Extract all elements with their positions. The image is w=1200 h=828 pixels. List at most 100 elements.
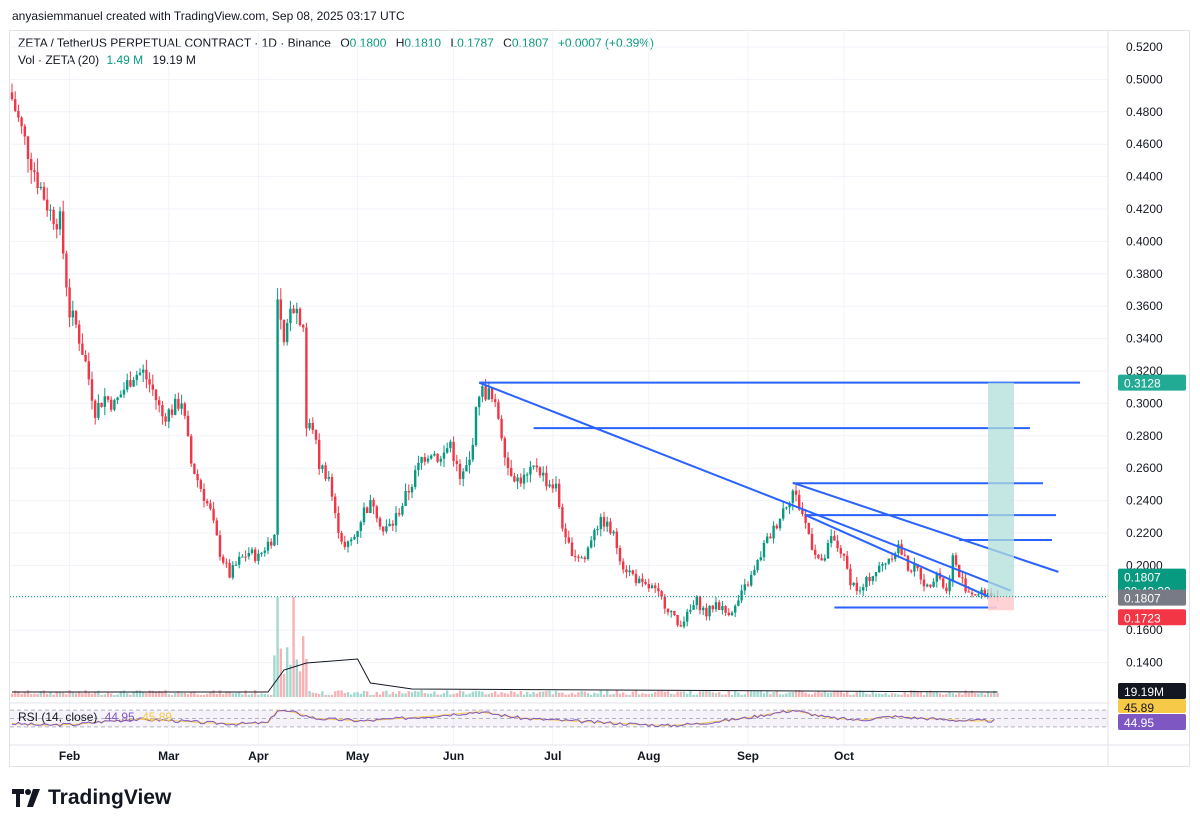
candle-body xyxy=(980,589,983,595)
volume-bar xyxy=(775,690,778,697)
volume-bar xyxy=(385,690,388,697)
candle-body xyxy=(977,594,980,596)
candle-body xyxy=(55,224,58,230)
volume-bar xyxy=(551,694,554,697)
candle-body xyxy=(734,605,737,613)
candle-body xyxy=(625,569,628,573)
volume-bar xyxy=(241,694,244,697)
volume-bar xyxy=(94,691,97,697)
volume-bar xyxy=(993,690,996,697)
candle-body xyxy=(337,513,340,533)
candle-body xyxy=(519,477,522,484)
volume-bar xyxy=(458,690,462,697)
volume-label[interactable]: Vol · ZETA (20) xyxy=(18,53,100,67)
candle-body xyxy=(193,463,196,474)
candle-body xyxy=(183,403,186,416)
candle-body xyxy=(394,513,398,526)
volume-bar xyxy=(186,694,190,697)
candle-body xyxy=(538,467,542,476)
volume-bar xyxy=(849,694,852,697)
candle-body xyxy=(942,578,945,588)
volume-bar xyxy=(846,691,849,697)
candle-body xyxy=(590,540,593,548)
volume-bar xyxy=(302,636,305,697)
candle-body xyxy=(206,500,209,504)
volume-bar xyxy=(676,691,679,697)
volume-bar xyxy=(372,694,375,697)
candle-body xyxy=(154,389,158,401)
volume-bar xyxy=(455,693,458,697)
candle-body xyxy=(295,308,298,314)
candle-body xyxy=(279,299,282,320)
volume-bar xyxy=(311,692,314,697)
candle-body xyxy=(311,423,314,431)
volume-bar xyxy=(481,691,484,697)
candle-body xyxy=(762,542,766,558)
volume-bar xyxy=(740,694,743,697)
volume-bar xyxy=(894,693,897,697)
volume-bar xyxy=(298,671,302,697)
candle-body xyxy=(382,526,385,532)
candle-body xyxy=(897,544,900,554)
x-tick-label: Jul xyxy=(544,749,561,763)
candle-body xyxy=(135,374,138,380)
candle-body xyxy=(180,403,183,409)
candle-body xyxy=(922,579,926,587)
candle-body xyxy=(212,508,215,521)
candle-body xyxy=(222,556,225,563)
volume-bar xyxy=(698,691,702,697)
volume-bar xyxy=(887,694,890,697)
candle-body xyxy=(529,466,532,475)
candle-body xyxy=(426,458,430,462)
volume-bar xyxy=(673,694,676,697)
brand-name: TradingView xyxy=(48,786,172,809)
candle-body xyxy=(138,372,142,375)
badge-volume xyxy=(1118,683,1186,699)
volume-bar xyxy=(282,673,286,697)
candle-body xyxy=(692,605,695,610)
candle-body xyxy=(554,483,558,489)
volume-bar xyxy=(865,693,868,697)
candle-body xyxy=(609,521,612,534)
candle-body xyxy=(654,585,657,589)
candle-body xyxy=(94,400,97,418)
volume-bar xyxy=(958,692,961,697)
candle-body xyxy=(545,472,548,487)
candle-body xyxy=(97,402,100,418)
volume-bar xyxy=(23,692,26,697)
volume-bar xyxy=(87,692,90,697)
candle-body xyxy=(945,587,948,592)
y-tick-label: 0.5000 xyxy=(1126,72,1163,86)
volume-bar xyxy=(826,692,830,697)
badge-stop xyxy=(1118,609,1186,626)
candle-body xyxy=(666,608,670,613)
volume-bar xyxy=(468,693,471,697)
candle-body xyxy=(926,584,929,587)
candle-body xyxy=(935,572,938,582)
tradingview-logo[interactable]: TradingView xyxy=(12,786,171,810)
badge-rsi-ma-text: 45.89 xyxy=(1124,701,1154,715)
candle-body xyxy=(372,499,375,507)
volume-bar xyxy=(622,692,625,697)
candle-body xyxy=(878,565,881,573)
candle-body xyxy=(558,483,561,508)
volume-bar xyxy=(244,690,247,697)
candle-body xyxy=(52,209,55,225)
volume-bar xyxy=(599,690,602,697)
volume-bar xyxy=(404,693,407,697)
candle-body xyxy=(20,117,23,127)
rsi-legend[interactable]: RSI (14, close) 44.95 45.89 xyxy=(18,710,172,724)
candle-body xyxy=(132,379,135,387)
volume-bar xyxy=(206,693,209,697)
volume-bar xyxy=(855,691,858,697)
candle-body xyxy=(750,574,753,586)
candle-body xyxy=(350,539,353,542)
volume-bar xyxy=(628,694,631,697)
candle-body xyxy=(398,513,401,515)
candle-body xyxy=(497,402,500,419)
volume-legend[interactable]: Vol · ZETA (20) 1.49 M 19.19 M xyxy=(18,53,196,67)
candle-body xyxy=(702,607,705,611)
rsi-label[interactable]: RSI (14, close) xyxy=(18,710,98,724)
volume-bar xyxy=(238,692,241,697)
